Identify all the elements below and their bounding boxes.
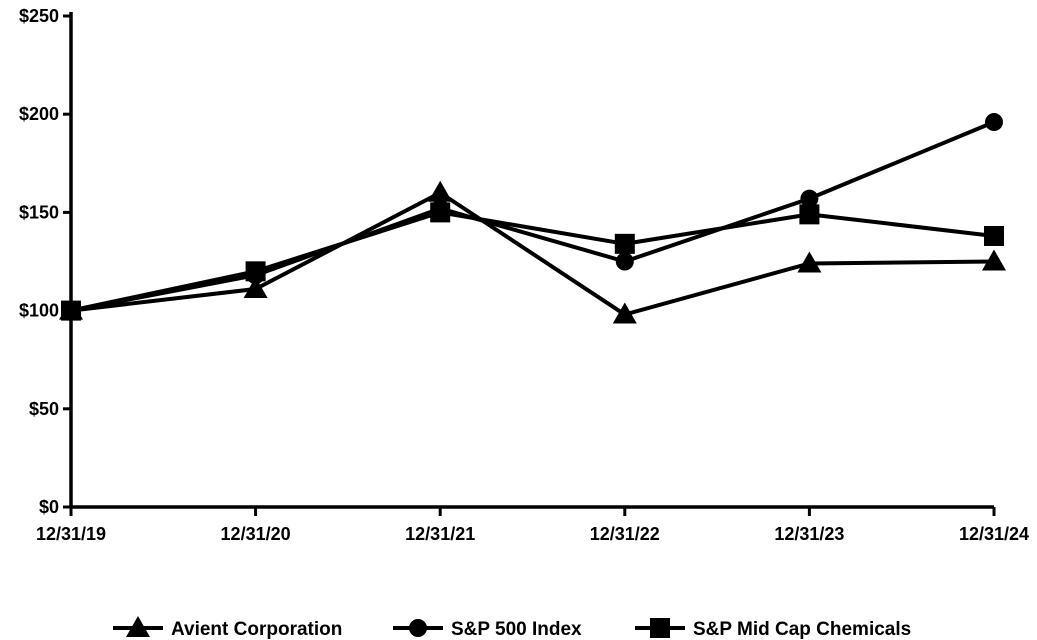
legend-label: Avient Corporation [171, 619, 342, 640]
data-point-circle [985, 113, 1003, 132]
data-point-triangle [797, 251, 822, 273]
legend-label: S&P 500 Index [451, 619, 582, 640]
data-point-triangle [982, 249, 1006, 271]
x-tick-label: 12/31/20 [221, 524, 291, 544]
series-line-circle [70, 120, 995, 313]
data-point-square [614, 233, 635, 254]
y-tick-label: $0 [39, 497, 59, 517]
x-tick-label: 12/31/19 [36, 524, 106, 544]
data-point-triangle [243, 276, 268, 298]
y-tick-label: $200 [19, 104, 59, 124]
legend-marker-square [650, 618, 670, 638]
y-tick-label: $50 [29, 399, 59, 419]
legend: Avient Corporation S&P 500 Index S&P Mid C… [113, 616, 911, 640]
data-point-square [245, 261, 266, 282]
data-point-circle [615, 252, 634, 271]
legend-item-triangle: Avient Corporation [113, 616, 342, 640]
series-square [61, 202, 1004, 321]
x-tick-label: 12/31/23 [774, 524, 844, 544]
legend-item-square: S&P Mid Cap Chemicals [635, 618, 911, 640]
data-point-triangle [612, 302, 637, 324]
x-tick-label: 12/31/21 [405, 524, 475, 544]
data-point-square [799, 204, 820, 225]
series-circle [62, 113, 1003, 320]
x-tick-label: 12/31/24 [959, 524, 1029, 544]
data-point-circle [800, 189, 819, 208]
legend-marker-circle [409, 619, 427, 637]
data-point-square [430, 202, 451, 223]
y-tick-label: $250 [19, 6, 59, 26]
x-tick-label: 12/31/22 [590, 524, 660, 544]
series-triangle [59, 180, 1006, 324]
series-line-triangle [70, 190, 995, 317]
data-point-triangle [428, 180, 453, 202]
series-layer [59, 113, 1006, 324]
legend-label: S&P Mid Cap Chemicals [693, 619, 911, 640]
data-point-square [61, 300, 81, 321]
y-tick-label: $150 [19, 202, 59, 222]
data-point-square [984, 225, 1004, 246]
legend-marker-triangle [126, 616, 150, 637]
legend-item-circle: S&P 500 Index [393, 619, 582, 640]
axes: $0 $50 $100 $150 $200 $250 12/31/19 12/31/20 12/… [19, 6, 1029, 544]
series-line-square [70, 210, 995, 313]
y-tick-label: $100 [19, 301, 59, 321]
